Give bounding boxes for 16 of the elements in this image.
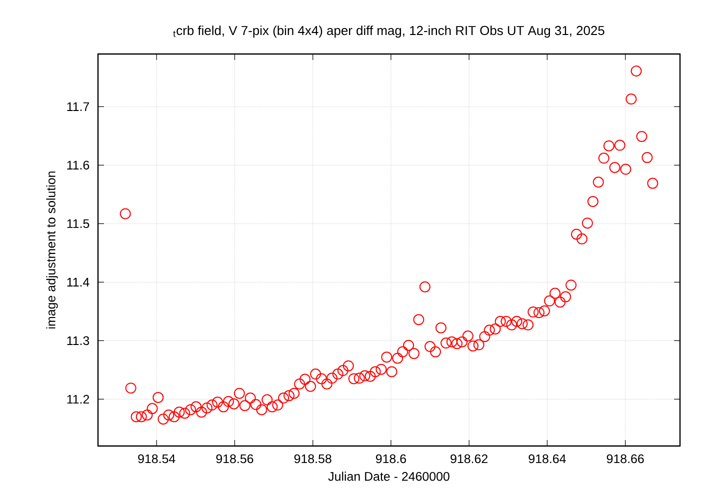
chart-title: $_{t}$crb field, V 7-pix (bin 4x4) aper diff mag, 12-inch RIT Obs UT Aug 31, 2025 [173, 26, 604, 38]
y-tick-label: 11.7 [67, 102, 90, 111]
x-tick-label: 918.6 [376, 454, 406, 464]
y-tick-label: 11.6 [67, 160, 90, 170]
x-tick-label: 918.54 [138, 454, 176, 464]
y-tick-label: 11.2 [67, 394, 90, 404]
x-tick-label: 918.64 [528, 454, 566, 464]
y-axis-title: image adjustment to solution [46, 172, 58, 328]
x-tick-label: 918.66 [606, 454, 644, 464]
y-tick-label: 11.5 [67, 219, 90, 228]
y-tick-label: 11.3 [67, 336, 90, 346]
x-axis-title: Julian Date - 2460000 [328, 472, 450, 481]
x-tick-label: 918.56 [216, 454, 254, 464]
x-tick-label: 918.62 [450, 454, 488, 464]
x-tick-label: 918.58 [294, 454, 332, 464]
y-tick-label: 11.4 [67, 278, 90, 286]
